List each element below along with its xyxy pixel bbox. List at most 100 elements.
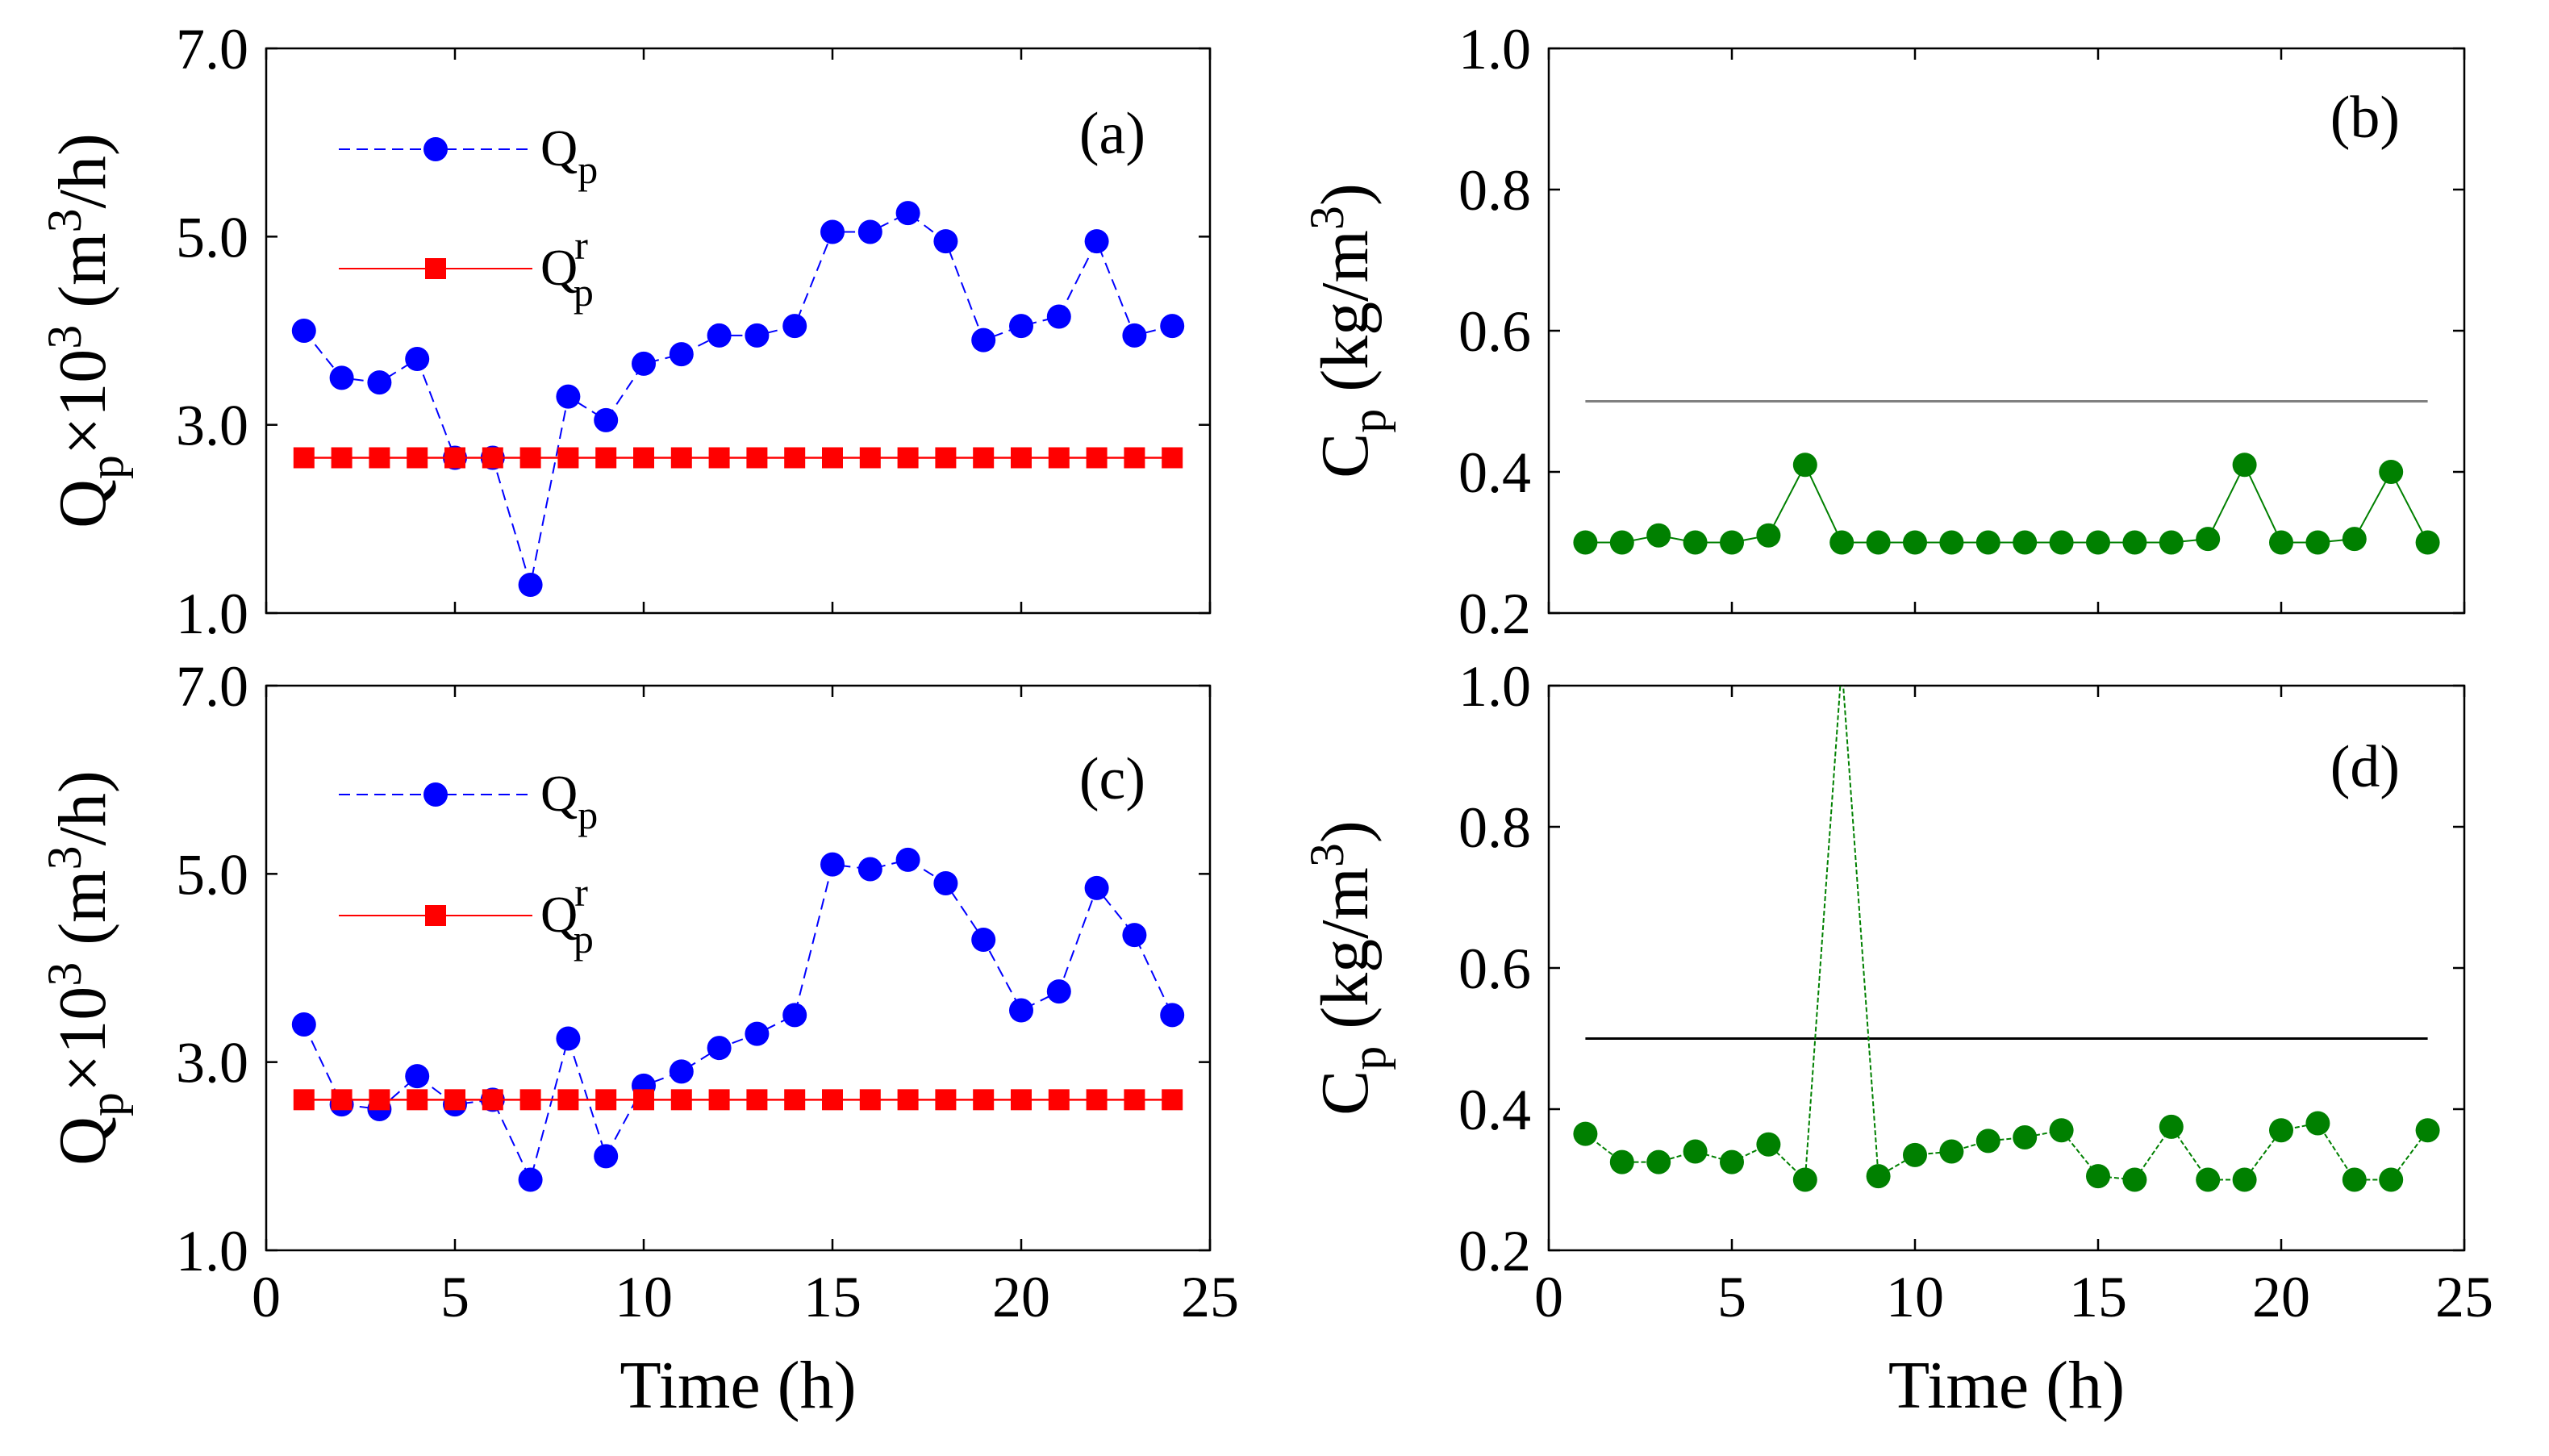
data-point-Qp — [1084, 875, 1109, 900]
data-point-Cp — [2232, 453, 2257, 478]
data-point-Qp_r — [1048, 447, 1070, 469]
data-point-Qp_r — [595, 447, 617, 469]
data-point-Qp — [820, 852, 845, 877]
data-point-Cp — [2342, 527, 2367, 552]
data-point-Qp — [895, 847, 920, 872]
data-point-Cp — [2379, 1167, 2404, 1192]
y-tick-label: 0.4 — [1458, 440, 1531, 505]
data-point-Cp — [1609, 1149, 1634, 1174]
plot-area — [291, 201, 1185, 597]
data-point-Cp — [1756, 1132, 1781, 1157]
legend: Qp Qr p — [339, 119, 598, 315]
data-point-Qp — [594, 407, 619, 432]
panel-c: 1.0 3.0 5.0 7.0 0 5 10 15 20 25 Time (h) Qp×103 (m3… — [38, 654, 1239, 1423]
data-point-Qp — [1046, 304, 1071, 329]
data-point-Qp_r — [633, 1089, 654, 1111]
data-point-Qp_r — [1011, 447, 1032, 469]
data-point-Qp_r — [482, 1089, 503, 1111]
data-point-Qp — [632, 351, 656, 376]
data-point-Cp — [1866, 530, 1891, 555]
plot-area — [1573, 400, 2440, 555]
data-point-Qp — [594, 1144, 619, 1169]
panel-label: (a) — [1079, 101, 1145, 167]
data-point-Cp — [2196, 527, 2221, 552]
data-point-Qp_r — [1124, 1089, 1145, 1111]
data-point-Qp_r — [1048, 1089, 1070, 1111]
data-point-Qp_r — [746, 1089, 768, 1111]
y-axis-label: Qp×103 (m3/h) — [38, 133, 133, 528]
data-point-Qp — [669, 1059, 694, 1084]
y-tick-label: 0.8 — [1458, 795, 1531, 860]
data-point-Qp_r — [822, 1089, 843, 1111]
data-point-Cp — [2049, 1118, 2074, 1143]
data-point-Cp — [2379, 460, 2404, 484]
data-point-Cp — [1646, 1149, 1671, 1174]
data-point-Qp — [933, 229, 958, 254]
data-point-Cp — [2122, 1167, 2147, 1192]
data-point-Qp_r — [670, 1089, 692, 1111]
data-point-Qp_r — [1011, 1089, 1032, 1111]
y-tick-label: 0.2 — [1458, 1219, 1531, 1283]
data-point-Cp — [1646, 523, 1671, 548]
y-tick-label: 7.0 — [176, 654, 248, 719]
data-point-Qp_r — [708, 447, 730, 469]
y-tick-label: 1.0 — [1458, 654, 1531, 719]
data-point-Qp — [518, 573, 543, 597]
data-point-Qp_r — [482, 447, 503, 469]
data-point-Qp_r — [444, 1089, 465, 1111]
data-point-Cp — [1829, 530, 1854, 555]
y-tick-label: 1.0 — [176, 1219, 248, 1283]
plot-frame — [265, 684, 1212, 1252]
y-tick-label: 5.0 — [176, 842, 248, 907]
data-point-Qp — [1122, 923, 1147, 948]
data-point-Cp — [2159, 1114, 2184, 1139]
y-tick-label: 0.4 — [1458, 1078, 1531, 1142]
data-point-Qp — [1009, 998, 1033, 1023]
data-point-Cp — [2232, 1167, 2257, 1192]
panel-label: (c) — [1079, 746, 1145, 812]
data-point-Qp_r — [369, 447, 390, 469]
data-point-Qp — [367, 370, 392, 395]
legend-label: Qr p — [540, 870, 594, 962]
legend-marker — [425, 258, 446, 279]
data-point-Cp — [1866, 1164, 1891, 1189]
x-tick-label: 25 — [2435, 1265, 2493, 1329]
data-point-Qp — [518, 1167, 543, 1192]
data-point-Cp — [1609, 530, 1634, 555]
data-point-Qp — [1009, 314, 1033, 339]
data-point-Cp — [1683, 1139, 1708, 1164]
panel-label: (d) — [2330, 734, 2400, 800]
data-point-Qp_r — [973, 447, 995, 469]
data-point-Cp — [1683, 530, 1708, 555]
data-point-Qp_r — [935, 447, 957, 469]
data-point-Qp_r — [369, 1089, 390, 1111]
x-tick-label: 20 — [2252, 1265, 2310, 1329]
data-point-Qp_r — [784, 447, 806, 469]
data-point-Qp — [669, 342, 694, 367]
data-point-Cp — [2159, 530, 2184, 555]
data-point-Cp — [1792, 453, 1817, 478]
data-point-Qp_r — [784, 1089, 806, 1111]
data-point-Qp_r — [859, 1089, 881, 1111]
data-point-Cp — [1573, 530, 1598, 555]
data-point-Qp_r — [444, 447, 465, 469]
data-point-Qp — [782, 314, 807, 339]
data-point-Qp_r — [331, 1089, 353, 1111]
data-point-Qp_r — [935, 1089, 957, 1111]
data-point-Qp_r — [1162, 1089, 1183, 1111]
data-point-Qp — [291, 1012, 316, 1037]
legend-label: Qp — [540, 119, 598, 192]
panel-label: (b) — [2330, 85, 2400, 151]
data-point-Qp_r — [595, 1089, 617, 1111]
data-point-Qp — [329, 365, 354, 390]
data-point-Cp — [1792, 1167, 1817, 1192]
data-point-Cp — [2086, 530, 2110, 555]
data-point-Qp — [971, 327, 996, 353]
data-point-Qp — [405, 347, 430, 371]
panel-a: 1.0 3.0 5.0 7.0 Qp×103 (m3/h) (a) Qp Qr p — [38, 17, 1212, 646]
data-point-Qp — [782, 1003, 807, 1028]
data-point-Qp_r — [519, 1089, 541, 1111]
data-point-Qp_r — [519, 447, 541, 469]
data-point-Qp_r — [557, 1089, 579, 1111]
data-point-Cp — [2013, 1125, 2038, 1149]
